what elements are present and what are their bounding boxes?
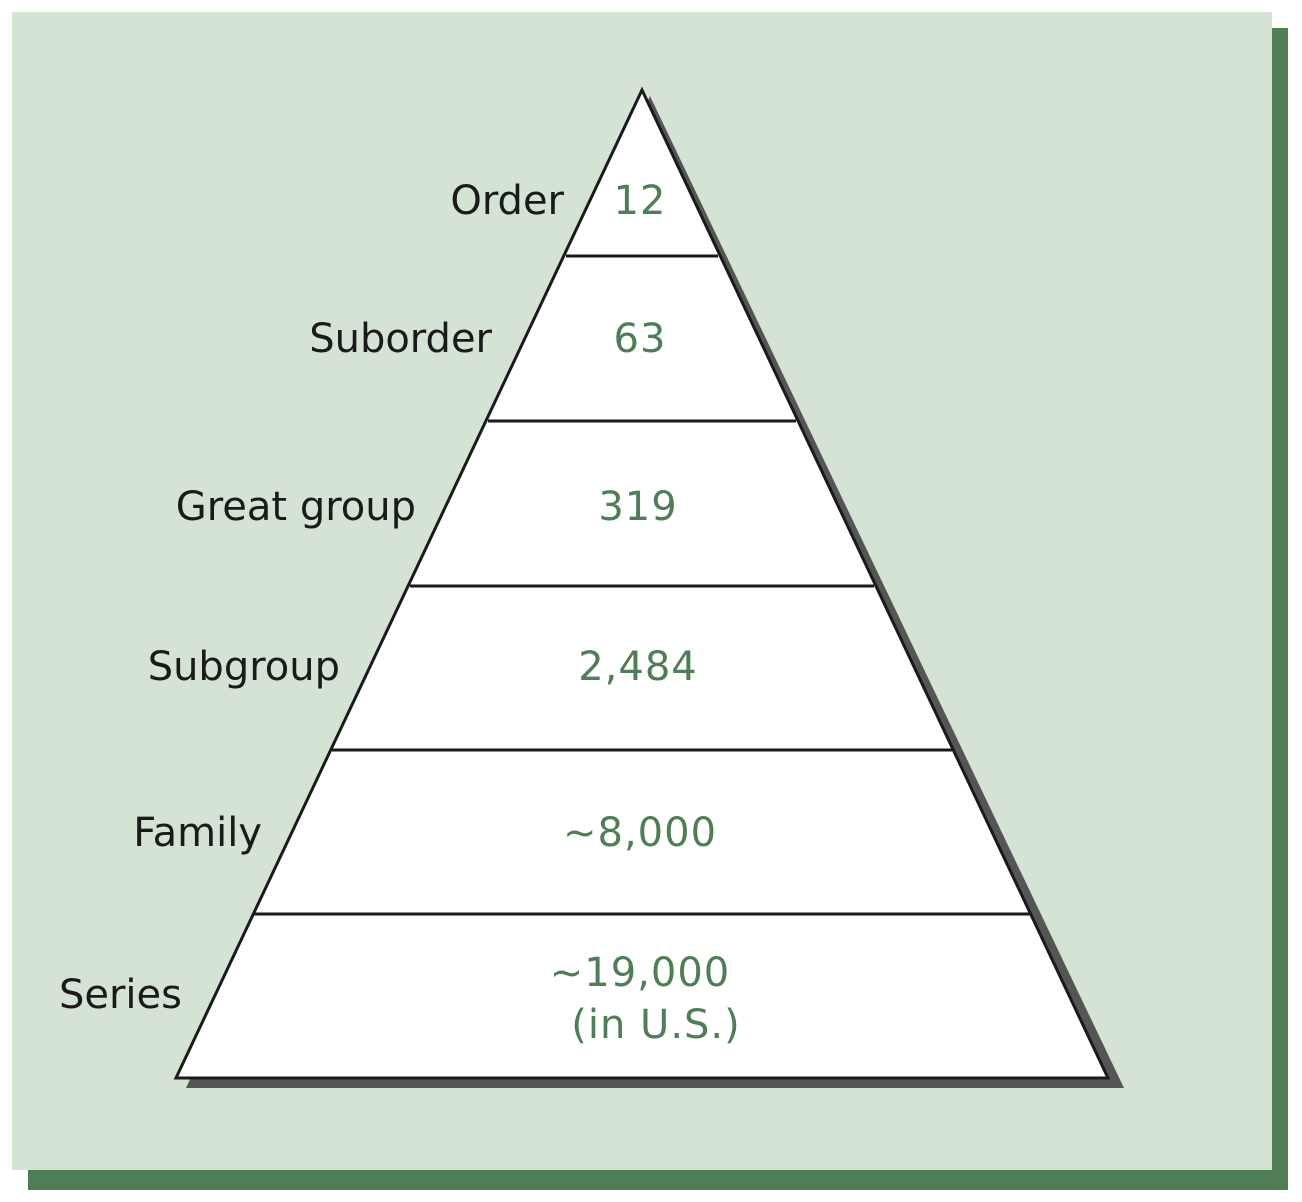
- tier-count-subgroup: 2,484: [578, 644, 698, 690]
- tier-count-order: 12: [614, 178, 667, 224]
- tier-label-suborder: Suborder: [309, 316, 492, 362]
- tier-count-suborder: 63: [614, 316, 667, 362]
- pyramid: [173, 86, 1111, 1080]
- tier-count-series-note: (in U.S.): [571, 1002, 741, 1048]
- tier-count-great-group: 319: [598, 484, 677, 530]
- tier-count-family: ~8,000: [563, 810, 717, 856]
- tier-label-great-group: Great group: [176, 484, 416, 530]
- tier-count-series: ~19,000: [550, 950, 730, 996]
- tier-label-series: Series: [59, 972, 182, 1018]
- tier-label-order: Order: [450, 178, 564, 224]
- tier-label-family: Family: [133, 810, 262, 856]
- tier-label-subgroup: Subgroup: [148, 644, 340, 690]
